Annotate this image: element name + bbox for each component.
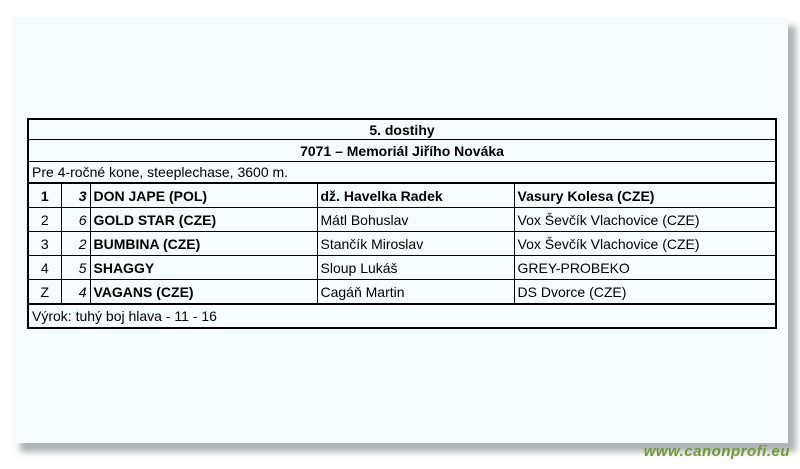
watermark-url: www.canonprofi.eu [643, 443, 790, 460]
horse-cell: BUMBINA (CZE) [89, 231, 318, 256]
jockey-cell: Cagáň Martin [316, 279, 515, 305]
race-subtitle-row: 7071 – Memoriál Jiřího Nováka [27, 139, 777, 162]
race-subtitle: 7071 – Memoriál Jiřího Nováka [27, 139, 777, 162]
jockey-cell: Sloup Lukáš [316, 255, 515, 280]
result-row: 1 3 DON JAPE (POL) dž. Havelka Radek Vas… [27, 182, 777, 208]
jockey-cell: dž. Havelka Radek [316, 182, 515, 208]
start-number-cell: 6 [60, 207, 91, 232]
race-verdict-row: Výrok: tuhý boj hlava - 11 - 16 [27, 303, 777, 329]
owner-cell: DS Dvorce (CZE) [513, 279, 777, 305]
place-cell: 1 [27, 182, 62, 208]
race-conditions-row: Pre 4-ročné kone, steeplechase, 3600 m. [27, 161, 777, 184]
horse-cell: DON JAPE (POL) [89, 182, 318, 208]
owner-cell: Vox Ševčík Vlachovice (CZE) [513, 231, 777, 256]
jockey-cell: Stančík Miroslav [316, 231, 515, 256]
race-conditions: Pre 4-ročné kone, steeplechase, 3600 m. [27, 161, 777, 184]
result-row: 4 5 SHAGGY Sloup Lukáš GREY-PROBEKO [27, 255, 777, 280]
place-cell: 4 [27, 255, 62, 280]
place-cell: 3 [27, 231, 62, 256]
horse-cell: SHAGGY [89, 255, 318, 280]
result-row: 3 2 BUMBINA (CZE) Stančík Miroslav Vox Š… [27, 231, 777, 256]
start-number-cell: 3 [60, 182, 91, 208]
horse-cell: VAGANS (CZE) [89, 279, 318, 305]
race-results-table: 5. dostihy 7071 – Memoriál Jiřího Nováka… [27, 118, 777, 329]
jockey-cell: Mátl Bohuslav [316, 207, 515, 232]
owner-cell: Vox Ševčík Vlachovice (CZE) [513, 207, 777, 232]
race-title-row: 5. dostihy [27, 118, 777, 140]
race-title: 5. dostihy [27, 118, 777, 140]
start-number-cell: 4 [60, 279, 91, 305]
start-number-cell: 2 [60, 231, 91, 256]
horse-cell: GOLD STAR (CZE) [89, 207, 318, 232]
owner-cell: GREY-PROBEKO [513, 255, 777, 280]
race-verdict: Výrok: tuhý boj hlava - 11 - 16 [27, 303, 777, 329]
result-sheet-page: 5. dostihy 7071 – Memoriál Jiřího Nováka… [12, 17, 788, 443]
owner-cell: Vasury Kolesa (CZE) [513, 182, 777, 208]
place-cell: Z [27, 279, 62, 305]
result-row: Z 4 VAGANS (CZE) Cagáň Martin DS Dvorce … [27, 279, 777, 305]
place-cell: 2 [27, 207, 62, 232]
start-number-cell: 5 [60, 255, 91, 280]
result-row: 2 6 GOLD STAR (CZE) Mátl Bohuslav Vox Še… [27, 207, 777, 232]
